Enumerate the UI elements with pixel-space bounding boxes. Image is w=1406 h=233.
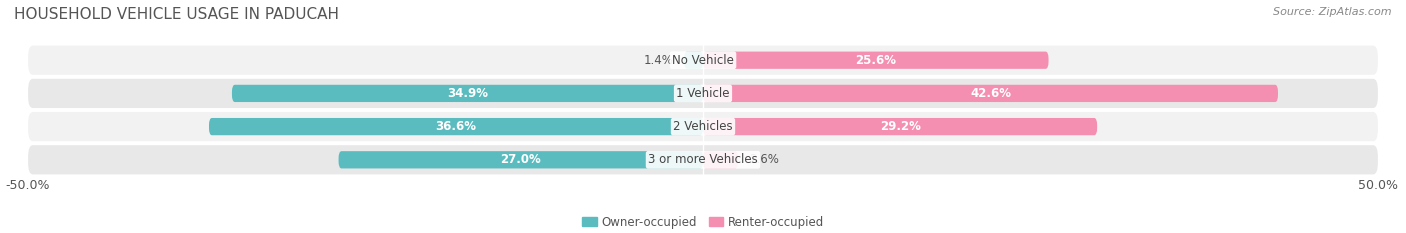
- Text: 29.2%: 29.2%: [880, 120, 921, 133]
- FancyBboxPatch shape: [28, 145, 1378, 175]
- FancyBboxPatch shape: [28, 46, 1378, 75]
- FancyBboxPatch shape: [685, 51, 703, 69]
- Text: 2 Vehicles: 2 Vehicles: [673, 120, 733, 133]
- FancyBboxPatch shape: [28, 79, 1378, 108]
- FancyBboxPatch shape: [28, 112, 1378, 141]
- FancyBboxPatch shape: [339, 151, 703, 168]
- FancyBboxPatch shape: [703, 151, 738, 168]
- Text: No Vehicle: No Vehicle: [672, 54, 734, 67]
- FancyBboxPatch shape: [232, 85, 703, 102]
- FancyBboxPatch shape: [209, 118, 703, 135]
- Text: 42.6%: 42.6%: [970, 87, 1011, 100]
- Legend: Owner-occupied, Renter-occupied: Owner-occupied, Renter-occupied: [582, 216, 824, 229]
- FancyBboxPatch shape: [703, 85, 1278, 102]
- Text: 1.4%: 1.4%: [644, 54, 673, 67]
- Text: 3 or more Vehicles: 3 or more Vehicles: [648, 153, 758, 166]
- Text: 25.6%: 25.6%: [855, 54, 896, 67]
- FancyBboxPatch shape: [703, 51, 1049, 69]
- Text: HOUSEHOLD VEHICLE USAGE IN PADUCAH: HOUSEHOLD VEHICLE USAGE IN PADUCAH: [14, 7, 339, 22]
- Text: 1 Vehicle: 1 Vehicle: [676, 87, 730, 100]
- Text: 27.0%: 27.0%: [501, 153, 541, 166]
- Text: Source: ZipAtlas.com: Source: ZipAtlas.com: [1274, 7, 1392, 17]
- FancyBboxPatch shape: [703, 118, 1097, 135]
- Text: 2.6%: 2.6%: [749, 153, 779, 166]
- Text: 34.9%: 34.9%: [447, 87, 488, 100]
- Text: 36.6%: 36.6%: [436, 120, 477, 133]
